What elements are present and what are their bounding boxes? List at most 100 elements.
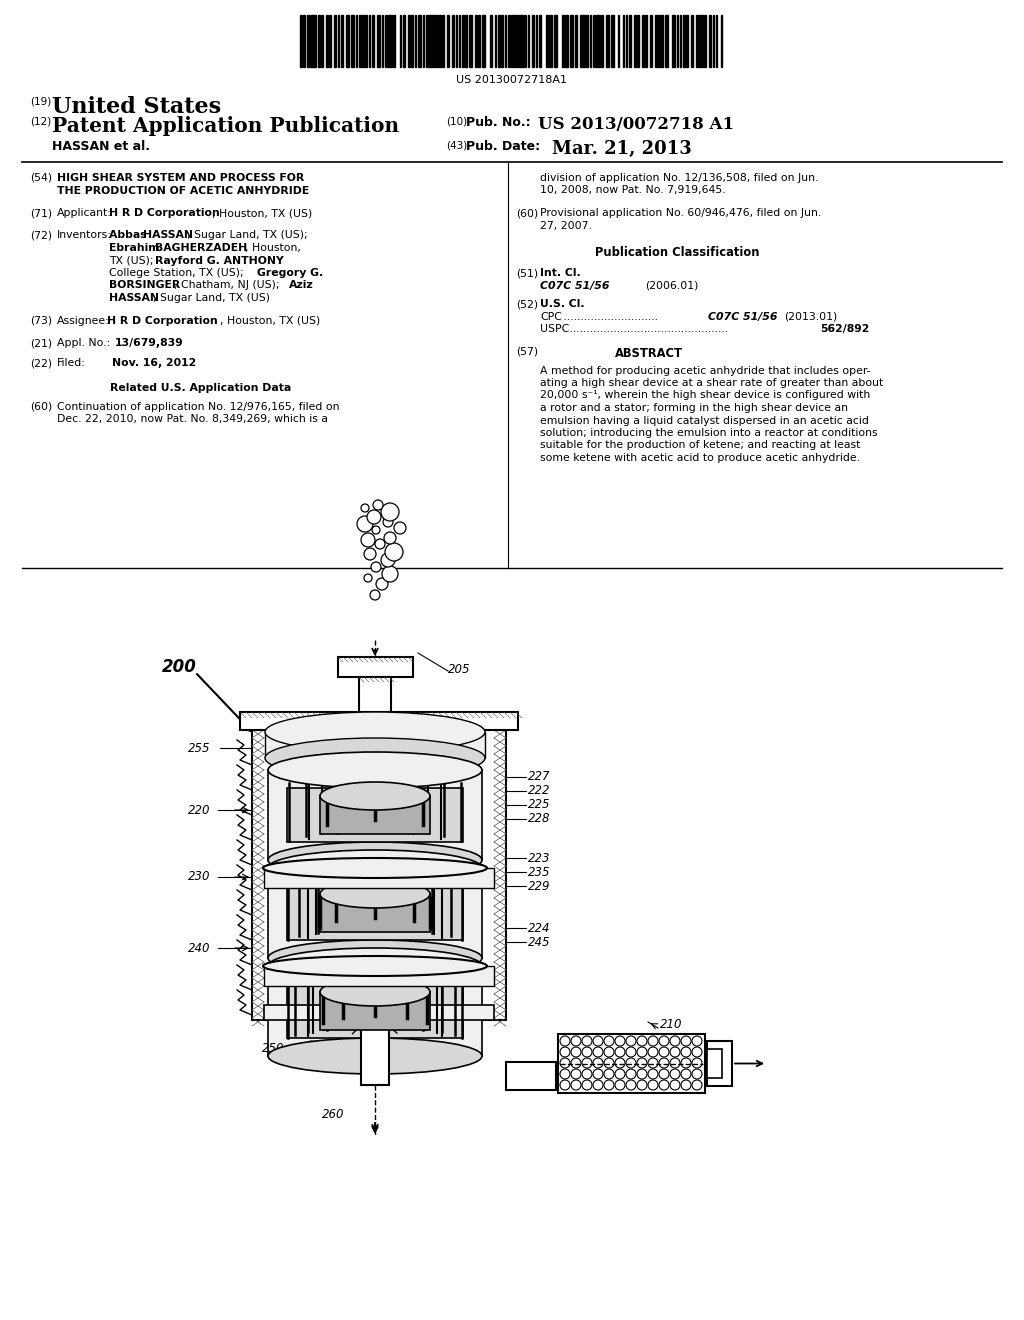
- Text: ating a high shear device at a shear rate of greater than about: ating a high shear device at a shear rat…: [540, 378, 884, 388]
- Text: 224: 224: [528, 921, 551, 935]
- Circle shape: [382, 566, 398, 582]
- Circle shape: [394, 521, 406, 535]
- Circle shape: [637, 1069, 647, 1078]
- Text: Provisional application No. 60/946,476, filed on Jun.: Provisional application No. 60/946,476, …: [540, 209, 821, 218]
- Bar: [489, 15, 492, 67]
- Text: USPC: USPC: [540, 325, 569, 334]
- Text: ABSTRACT: ABSTRACT: [615, 347, 683, 360]
- Circle shape: [381, 503, 399, 521]
- Bar: [554, 15, 557, 67]
- Bar: [429, 15, 432, 67]
- Bar: [311, 15, 316, 67]
- Bar: [388, 15, 391, 67]
- Bar: [611, 15, 614, 67]
- Bar: [716, 15, 718, 67]
- Bar: [645, 15, 647, 67]
- Bar: [527, 15, 529, 67]
- Bar: [456, 15, 457, 67]
- Text: (71): (71): [30, 209, 52, 218]
- Circle shape: [626, 1069, 636, 1078]
- Text: 245: 245: [528, 936, 551, 949]
- Bar: [359, 677, 391, 711]
- Text: Mar. 21, 2013: Mar. 21, 2013: [552, 140, 692, 158]
- Bar: [287, 983, 463, 1038]
- Text: , Chatham, NJ (US);: , Chatham, NJ (US);: [174, 281, 283, 290]
- Text: Patent Application Publication: Patent Application Publication: [52, 116, 399, 136]
- Bar: [268, 966, 482, 1056]
- Bar: [562, 15, 563, 67]
- Bar: [426, 15, 428, 67]
- Bar: [369, 15, 371, 67]
- Circle shape: [692, 1069, 702, 1078]
- Text: Applicant:: Applicant:: [57, 209, 112, 218]
- Circle shape: [560, 1069, 570, 1078]
- Text: , Sugar Land, TX (US);: , Sugar Land, TX (US);: [187, 231, 307, 240]
- Bar: [268, 770, 482, 861]
- Bar: [478, 15, 480, 67]
- Circle shape: [615, 1059, 625, 1068]
- Circle shape: [593, 1059, 603, 1068]
- Circle shape: [648, 1069, 658, 1078]
- Bar: [524, 15, 526, 67]
- Circle shape: [593, 1080, 603, 1090]
- Text: US 20130072718A1: US 20130072718A1: [457, 75, 567, 84]
- Text: (10): (10): [446, 116, 467, 125]
- Bar: [415, 15, 416, 67]
- Text: a rotor and a stator; forming in the high shear device an: a rotor and a stator; forming in the hig…: [540, 403, 848, 413]
- Bar: [710, 15, 711, 67]
- Text: 227: 227: [528, 771, 551, 784]
- Bar: [447, 15, 449, 67]
- Circle shape: [670, 1069, 680, 1078]
- Text: HIGH SHEAR SYSTEM AND PROCESS FOR: HIGH SHEAR SYSTEM AND PROCESS FOR: [57, 173, 304, 183]
- Ellipse shape: [319, 978, 430, 1006]
- Bar: [699, 15, 702, 67]
- Text: 265: 265: [406, 1045, 427, 1059]
- Bar: [264, 966, 494, 986]
- Circle shape: [659, 1069, 669, 1078]
- Ellipse shape: [268, 850, 482, 886]
- Text: 562/892: 562/892: [820, 325, 869, 334]
- Bar: [268, 869, 482, 958]
- Text: (57): (57): [516, 347, 539, 356]
- Circle shape: [560, 1047, 570, 1057]
- Bar: [634, 15, 636, 67]
- Text: HASSAN: HASSAN: [143, 231, 193, 240]
- Text: TX (US);: TX (US);: [109, 256, 157, 265]
- Bar: [565, 15, 568, 67]
- Text: H R D Corporation: H R D Corporation: [109, 209, 220, 218]
- Circle shape: [659, 1059, 669, 1068]
- Text: Pub. Date:: Pub. Date:: [466, 140, 540, 153]
- Circle shape: [571, 1069, 581, 1078]
- Text: (73): (73): [30, 315, 52, 326]
- Bar: [319, 993, 430, 1030]
- Bar: [399, 15, 401, 67]
- Bar: [590, 15, 592, 67]
- Bar: [617, 15, 620, 67]
- Text: (22): (22): [30, 358, 52, 368]
- Text: 10, 2008, now Pat. No. 7,919,645.: 10, 2008, now Pat. No. 7,919,645.: [540, 186, 726, 195]
- Text: , Sugar Land, TX (US): , Sugar Land, TX (US): [153, 293, 270, 304]
- Text: 255: 255: [188, 742, 211, 755]
- Bar: [606, 15, 609, 67]
- Text: 225: 225: [528, 799, 551, 812]
- Circle shape: [376, 578, 388, 590]
- Text: A method for producing acetic anhydride that includes oper-: A method for producing acetic anhydride …: [540, 366, 870, 375]
- Text: Filed:: Filed:: [57, 358, 86, 368]
- Bar: [408, 15, 410, 67]
- Text: 210: 210: [660, 1019, 683, 1031]
- Circle shape: [582, 1059, 592, 1068]
- Bar: [696, 15, 697, 67]
- Bar: [511, 15, 513, 67]
- Text: Rayford G. ANTHONY: Rayford G. ANTHONY: [155, 256, 284, 265]
- Circle shape: [560, 1059, 570, 1068]
- Circle shape: [637, 1047, 647, 1057]
- Circle shape: [692, 1059, 702, 1068]
- Bar: [705, 15, 706, 67]
- Ellipse shape: [319, 880, 430, 908]
- Bar: [707, 1049, 722, 1078]
- Bar: [558, 1034, 705, 1093]
- Circle shape: [626, 1080, 636, 1090]
- Circle shape: [670, 1036, 680, 1045]
- Text: BORSINGER: BORSINGER: [109, 281, 180, 290]
- Text: suitable for the production of ketene; and reacting at least: suitable for the production of ketene; a…: [540, 441, 860, 450]
